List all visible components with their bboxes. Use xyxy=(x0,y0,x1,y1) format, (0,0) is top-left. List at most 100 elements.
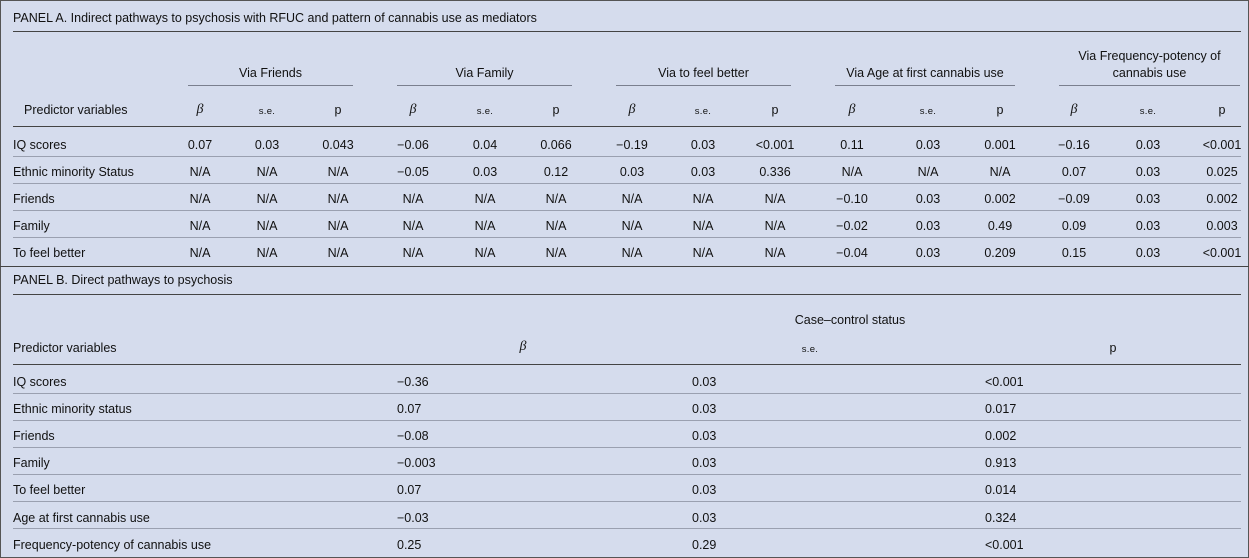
panel-a-subheader: p xyxy=(334,103,342,117)
panel-a-cell: 0.03 xyxy=(1135,219,1161,233)
panel-b-row-label: Friends xyxy=(13,429,55,443)
panel-b-subheader: p xyxy=(1109,341,1117,355)
panel-a-subheader: p xyxy=(552,103,560,117)
panel-a-cell: 0.066 xyxy=(540,138,572,152)
panel-a-cell: 0.209 xyxy=(984,246,1016,260)
panel-a-cell: N/A xyxy=(841,165,863,179)
panel-a-subheader: p xyxy=(1218,103,1226,117)
panel-b-cell: 0.014 xyxy=(985,483,1017,497)
panel-a-cell: N/A xyxy=(402,246,424,260)
panel-a-title-rule xyxy=(13,31,1241,32)
panel-a-cell: <0.001 xyxy=(1202,138,1242,152)
panel-a-group-rule xyxy=(1059,85,1240,86)
panel-a-cell: N/A xyxy=(256,165,278,179)
panel-a-cell: −0.02 xyxy=(836,219,868,233)
panel-b-row-label: Age at first cannabis use xyxy=(13,511,150,525)
panel-a-cell: 0.043 xyxy=(322,138,354,152)
panel-b-header-rule xyxy=(13,364,1241,365)
panel-a-group-header: Via Frequency-potency of xyxy=(1078,49,1221,63)
panel-b-row-label: Ethnic minority status xyxy=(13,402,132,416)
panel-a-cell: 0.09 xyxy=(1061,219,1087,233)
panel-a-subheader: β xyxy=(628,102,636,117)
panel-a-cell: N/A xyxy=(692,219,714,233)
panel-a-group-rule xyxy=(835,85,1015,86)
panel-a-cell: 0.15 xyxy=(1061,246,1087,260)
panel-a-subheader: s.e. xyxy=(1139,106,1157,117)
panel-a-cell: 0.03 xyxy=(915,246,941,260)
panel-a-cell: 0.003 xyxy=(1206,219,1238,233)
panel-a-cell: N/A xyxy=(545,219,567,233)
panel-b-cell: 0.017 xyxy=(985,402,1017,416)
panel-a-cell: N/A xyxy=(764,192,786,206)
panel-b-predictor-header: Predictor variables xyxy=(13,341,117,355)
panel-a-cell: 0.49 xyxy=(987,219,1013,233)
panel-a-cell: 0.03 xyxy=(254,138,280,152)
panel-a-group-rule xyxy=(397,85,572,86)
panel-a-cell: 0.04 xyxy=(472,138,498,152)
panel-a-cell: N/A xyxy=(327,219,349,233)
panel-b-title-rule xyxy=(13,294,1241,295)
panel-b-row-rule xyxy=(13,474,1241,475)
panel-b-cell: 0.03 xyxy=(692,429,717,443)
panel-b-row-label: To feel better xyxy=(13,483,86,497)
panel-a-row-rule xyxy=(13,210,1241,211)
panel-a-subheader: β xyxy=(1070,102,1078,117)
panel-a-cell: N/A xyxy=(474,246,496,260)
panel-a-cell: N/A xyxy=(189,246,211,260)
panel-b-cell: <0.001 xyxy=(985,538,1024,552)
panel-a-cell: N/A xyxy=(621,219,643,233)
panel-a-cell: 0.03 xyxy=(915,219,941,233)
panel-b-cell: 0.324 xyxy=(985,511,1017,525)
panel-b-row-rule xyxy=(13,420,1241,421)
panel-a-row-rule xyxy=(13,183,1241,184)
panel-b-cell: −0.08 xyxy=(397,429,429,443)
panel-b-row-label: IQ scores xyxy=(13,375,67,389)
panel-a-group-header: Via Friends xyxy=(239,66,302,80)
panel-a-cell: <0.001 xyxy=(755,138,795,152)
panel-a-group-header: Via Family xyxy=(455,66,514,80)
panel-a-subheader: p xyxy=(996,103,1004,117)
panel-a-cell: N/A xyxy=(474,219,496,233)
panel-b-group-header: Case–control status xyxy=(794,313,906,327)
panel-a-cell: 0.03 xyxy=(472,165,498,179)
panel-b-row-label: Family xyxy=(13,456,50,470)
panel-a-cell: N/A xyxy=(327,192,349,206)
panel-b-cell: 0.03 xyxy=(692,456,717,470)
panel-a-subheader: s.e. xyxy=(258,106,276,117)
panel-a-cell: N/A xyxy=(545,246,567,260)
panel-b-cell: 0.07 xyxy=(397,402,422,416)
panel-a-cell: 0.12 xyxy=(543,165,569,179)
panel-a-subheader: s.e. xyxy=(694,106,712,117)
panel-a-cell: <0.001 xyxy=(1202,246,1242,260)
panel-b-subheader: β xyxy=(519,339,527,354)
panel-a-cell: N/A xyxy=(692,246,714,260)
panel-a-group-header: Via Age at first cannabis use xyxy=(846,66,1004,80)
panel-b-cell: 0.03 xyxy=(692,511,717,525)
panel-a-cell: N/A xyxy=(989,165,1011,179)
panel-a-row-rule xyxy=(13,237,1241,238)
panel-a-group-header: cannabis use xyxy=(1112,66,1187,80)
panel-a-cell: −0.04 xyxy=(836,246,868,260)
panel-a-cell: N/A xyxy=(402,192,424,206)
panel-a-cell: N/A xyxy=(474,192,496,206)
panel-a-cell: N/A xyxy=(545,192,567,206)
panel-b-row-rule xyxy=(13,528,1241,529)
panel-a-cell: 0.002 xyxy=(1206,192,1238,206)
panel-b-cell: 0.03 xyxy=(692,483,717,497)
panel-a-row-label: To feel better xyxy=(13,246,86,260)
panel-a-row-label: IQ scores xyxy=(13,138,67,152)
panel-b-cell: 0.29 xyxy=(692,538,717,552)
panel-b-row-rule xyxy=(13,393,1241,394)
panel-a-cell: 0.001 xyxy=(984,138,1016,152)
panel-a-cell: N/A xyxy=(327,246,349,260)
panel-a-cell: 0.03 xyxy=(619,165,645,179)
panel-a-cell: −0.10 xyxy=(836,192,868,206)
panel-a-cell: 0.336 xyxy=(759,165,791,179)
panel-a-subheader: p xyxy=(771,103,779,117)
panel-a-cell: N/A xyxy=(189,165,211,179)
panel-a-cell: −0.19 xyxy=(616,138,648,152)
panel-a-cell: 0.03 xyxy=(915,138,941,152)
panel-a-row-rule xyxy=(13,156,1241,157)
panel-a-row-label: Ethnic minority Status xyxy=(13,165,134,179)
panel-a-cell: 0.03 xyxy=(1135,165,1161,179)
